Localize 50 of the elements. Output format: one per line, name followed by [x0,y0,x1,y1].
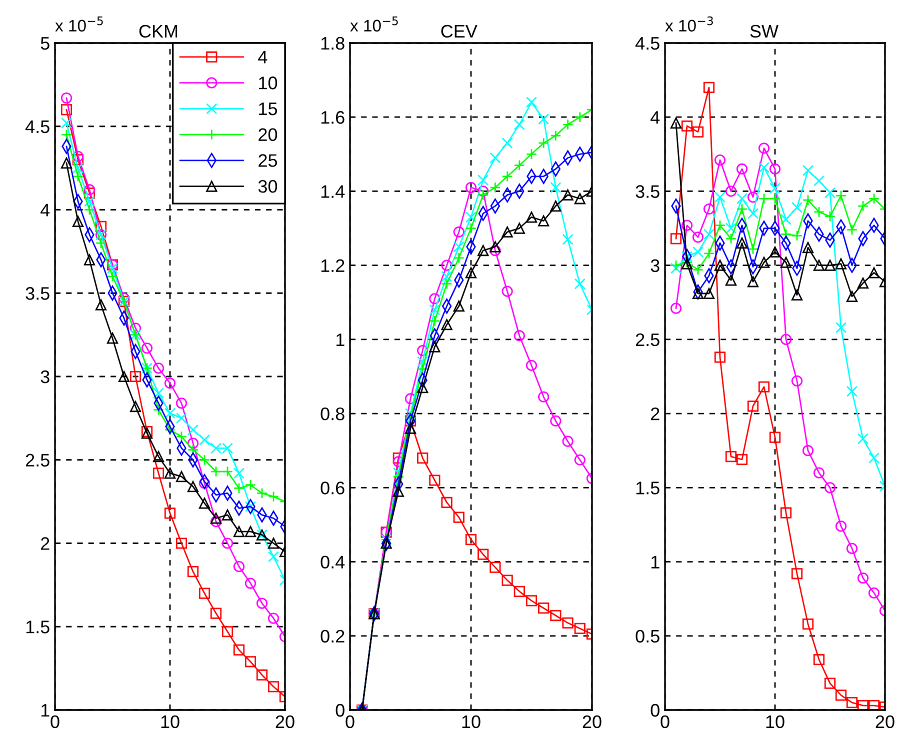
legend-label: 4 [258,50,268,64]
y-tick-label: 0.8 [320,407,344,420]
y-tick-label: 0.6 [320,482,344,494]
text: x 10$^{−5}$ [350,16,398,32]
y-tick-label: 1 [41,704,50,717]
legend-label: 15 [259,102,278,116]
x-tick-label: 0 [346,715,354,728]
x-tick-label: 20 [876,715,894,728]
y-tick-label: 0 [650,704,660,717]
x-tick-label: 20 [276,715,294,728]
y-tick-label: 3 [650,259,660,272]
y-tick-label: 4 [650,111,660,124]
y-tick-label: 2.5 [636,333,660,346]
x-tick-label: 20 [582,715,602,728]
text: x 10$^{−3}$ [665,16,713,32]
legend-label: 30 [258,180,278,193]
legend-label: 25 [258,154,278,167]
x-tick-label: 10 [462,715,480,728]
y-tick-label: 4.5 [25,120,50,134]
y-tick-label: 1.2 [321,259,344,272]
x-tick-label: 10 [161,715,180,728]
y-tick-label: 2 [41,537,50,550]
y-tick-label: 0 [336,704,344,717]
x-tick-label: 0 [50,715,60,728]
y-tick-label: 3.5 [636,185,660,198]
y-tick-label: 1 [651,556,660,568]
legend-label: 20 [258,128,278,142]
y-tick-label: 0.5 [636,630,660,643]
y-tick-label: 1.8 [321,36,344,50]
chart-title: SW [750,24,778,38]
text: x 10$^{−5}$ [55,16,103,32]
y-tick-label: 1.5 [636,482,660,494]
y-tick-label: 1.6 [321,111,344,124]
y-tick-label: 1.5 [26,620,50,634]
y-tick-label: 3 [40,370,50,384]
x-tick-label: 0 [660,715,670,728]
x-tick-label: 10 [766,715,784,728]
legend-label: 10 [259,76,278,90]
y-tick-label: 2 [651,407,660,420]
y-tick-label: 2.5 [26,454,50,467]
y-tick-label: 1 [336,334,344,346]
y-tick-label: 1.4 [321,185,345,198]
y-tick-label: 4.5 [635,37,660,50]
y-tick-label: 0.4 [320,556,345,568]
y-tick-label: 0.2 [320,630,344,643]
y-tick-label: 3.5 [26,287,50,300]
chart-title: CKM [139,24,178,38]
y-tick-label: 5 [40,37,50,50]
y-tick-label: 4 [40,204,50,216]
chart-title: CEV [441,24,478,38]
